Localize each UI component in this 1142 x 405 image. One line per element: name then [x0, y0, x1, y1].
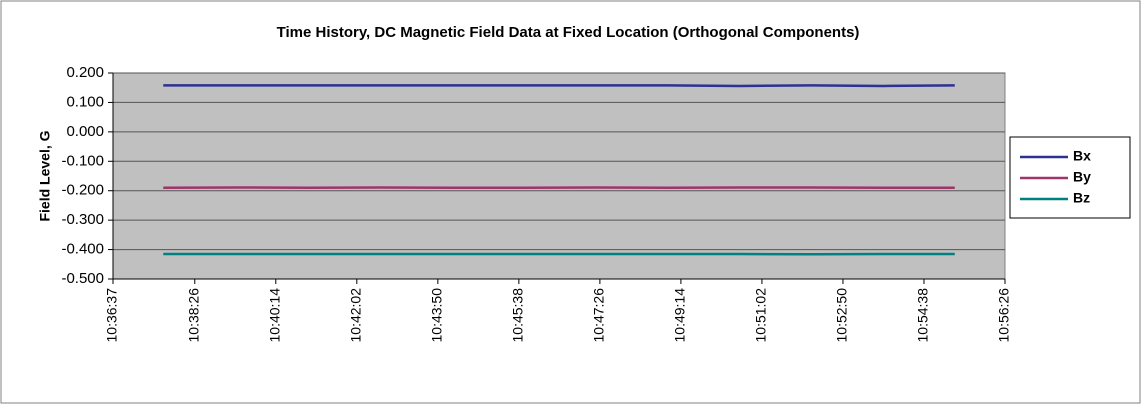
x-tick-label: 10:56:26 — [996, 288, 1012, 343]
x-tick-label: 10:36:37 — [104, 288, 120, 343]
x-tick-label: 10:43:50 — [429, 288, 445, 343]
y-tick-label: 0.100 — [66, 93, 104, 110]
y-axis-label: Field Level, G — [37, 130, 53, 221]
y-tick-label: -0.200 — [61, 182, 104, 199]
series-line — [163, 84, 955, 88]
x-tick-label: 10:38:26 — [185, 288, 201, 343]
legend-label: By — [1073, 169, 1091, 185]
x-tick-label: 10:52:50 — [834, 288, 850, 343]
x-tick-label: 10:47:26 — [591, 288, 607, 343]
y-tick-label: 0.000 — [66, 123, 104, 140]
chart-title: Time History, DC Magnetic Field Data at … — [277, 24, 860, 41]
x-tick-label: 10:49:14 — [672, 288, 688, 343]
x-tick-label: 10:51:02 — [753, 288, 769, 343]
x-tick-label: 10:54:38 — [915, 288, 931, 343]
legend-label: Bx — [1073, 148, 1091, 164]
y-tick-label: -0.400 — [61, 241, 104, 258]
x-tick-label: 10:42:02 — [348, 288, 364, 343]
y-tick-label: 0.200 — [66, 64, 104, 81]
x-tick-label: 10:40:14 — [266, 288, 282, 343]
x-tick-label: 10:45:38 — [510, 288, 526, 343]
y-tick-label: -0.100 — [61, 152, 104, 169]
y-tick-label: -0.500 — [61, 270, 104, 287]
legend-label: Bz — [1073, 190, 1090, 206]
plot-area — [112, 72, 1006, 280]
y-tick-label: -0.300 — [61, 211, 104, 228]
